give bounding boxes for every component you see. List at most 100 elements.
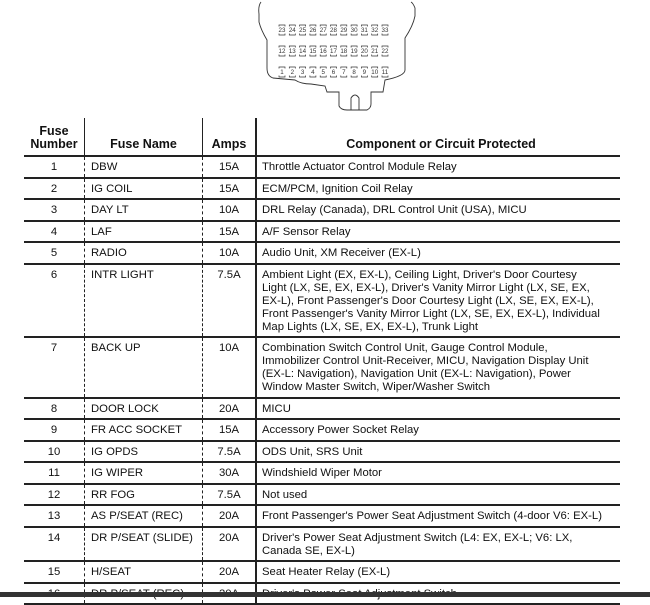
fuse-name: LAF — [84, 222, 202, 242]
component-line: A/F Sensor Relay — [262, 226, 620, 239]
fuse-component: Accessory Power Socket Relay — [255, 420, 620, 440]
fuse-slot-label: 16 — [320, 48, 327, 55]
fuse-number: 7 — [24, 338, 84, 397]
fuse-amps: 30A — [202, 463, 255, 483]
fuse-slot-label: 4 — [311, 69, 315, 76]
component-line: ECM/PCM, Ignition Coil Relay — [262, 183, 620, 196]
component-line: Ambient Light (EX, EX-L), Ceiling Light,… — [262, 269, 620, 282]
fuse-name: FR ACC SOCKET — [84, 420, 202, 440]
fuse-component: Front Passenger's Power Seat Adjustment … — [255, 506, 620, 526]
fuse-number: 8 — [24, 399, 84, 419]
fuse-component: ECM/PCM, Ignition Coil Relay — [255, 179, 620, 199]
fuse-slot-label: 27 — [320, 27, 327, 34]
fuse-slot-label: 30 — [351, 27, 358, 34]
fuse-number: 2 — [24, 179, 84, 199]
component-line: Immobilizer Control Unit-Receiver, MICU,… — [262, 355, 620, 368]
fuse-name: IG WIPER — [84, 463, 202, 483]
fuse-number: 6 — [24, 265, 84, 337]
fuse-amps: 10A — [202, 243, 255, 263]
fuse-amps: 20A — [202, 528, 255, 561]
fuse-slot-label: 8 — [352, 69, 356, 76]
fuse-slot-label: 18 — [340, 48, 347, 55]
fuse-name: RR FOG — [84, 485, 202, 505]
fuse-amps: 20A — [202, 399, 255, 419]
fuse-box-tab-slot — [351, 95, 359, 110]
fuse-number: 5 — [24, 243, 84, 263]
fuse-amps: 20A — [202, 562, 255, 582]
component-line: Combination Switch Control Unit, Gauge C… — [262, 342, 620, 355]
fuse-component: Windshield Wiper Motor — [255, 463, 620, 483]
fuse-name: IG COIL — [84, 179, 202, 199]
fuse-slot-label: 19 — [351, 48, 358, 55]
fuse-amps: 10A — [202, 338, 255, 397]
fuse-slot-label: 9 — [363, 69, 367, 76]
fuse-slot-label: 12 — [279, 48, 286, 55]
fuse-slot-label: 11 — [382, 69, 389, 76]
header-component: Component or Circuit Protected — [255, 118, 620, 155]
fuse-amps: 20A — [202, 506, 255, 526]
fuse-slot-label: 14 — [299, 48, 306, 55]
header-amps: Amps — [202, 118, 255, 155]
fuse-number: 15 — [24, 562, 84, 582]
component-line: EX-L), Front Passenger's Door Courtesy L… — [262, 295, 620, 308]
fuse-number: 1 — [24, 157, 84, 177]
fuse-name: AS P/SEAT (REC) — [84, 506, 202, 526]
component-line: Audio Unit, XM Receiver (EX-L) — [262, 247, 620, 260]
component-line: Light (LX, SE, EX, EX-L), Driver's Vanit… — [262, 282, 620, 295]
fuse-amps: 15A — [202, 179, 255, 199]
component-line: Throttle Actuator Control Module Relay — [262, 161, 620, 174]
fuse-name: IG OPDS — [84, 442, 202, 462]
fuse-name: DOOR LOCK — [84, 399, 202, 419]
fuse-amps: 15A — [202, 420, 255, 440]
fuse-name: INTR LIGHT — [84, 265, 202, 337]
component-line: Driver's Power Seat Adjustment Switch (L… — [262, 532, 620, 545]
fuse-name: DAY LT — [84, 200, 202, 220]
fuse-slot-label: 21 — [371, 48, 378, 55]
fuse-slot-label: 32 — [371, 27, 378, 34]
component-line: MICU — [262, 403, 620, 416]
fuse-component: DRL Relay (Canada), DRL Control Unit (US… — [255, 200, 620, 220]
component-line: Accessory Power Socket Relay — [262, 424, 620, 437]
fuse-amps: 7.5A — [202, 442, 255, 462]
fuse-number: 9 — [24, 420, 84, 440]
fuse-amps: 10A — [202, 200, 255, 220]
fuse-slot-label: 25 — [299, 27, 306, 34]
fuse-number: 11 — [24, 463, 84, 483]
fuse-amps: 15A — [202, 222, 255, 242]
fuse-component: MICU — [255, 399, 620, 419]
fuse-number: 4 — [24, 222, 84, 242]
fuse-component: Audio Unit, XM Receiver (EX-L) — [255, 243, 620, 263]
fuse-number: 10 — [24, 442, 84, 462]
component-line: Seat Heater Relay (EX-L) — [262, 566, 620, 579]
fuse-component: Not used — [255, 485, 620, 505]
bottom-bar — [0, 592, 650, 597]
fuse-amps: 7.5A — [202, 265, 255, 337]
component-line: Front Passenger's Power Seat Adjustment … — [262, 510, 620, 523]
fuse-component: Ambient Light (EX, EX-L), Ceiling Light,… — [255, 265, 620, 337]
header-fuse-name: Fuse Name — [84, 118, 202, 155]
fuse-component: Seat Heater Relay (EX-L) — [255, 562, 620, 582]
fuse-name: DBW — [84, 157, 202, 177]
fuse-slot-label: 20 — [361, 48, 368, 55]
fuse-slot-label: 26 — [309, 27, 316, 34]
fuse-component: A/F Sensor Relay — [255, 222, 620, 242]
fuse-component: Combination Switch Control Unit, Gauge C… — [255, 338, 620, 397]
component-line: ODS Unit, SRS Unit — [262, 446, 620, 459]
fuse-slot-label: 5 — [321, 69, 325, 76]
component-line: Front Passenger's Vanity Mirror Light (L… — [262, 308, 620, 321]
component-line: Windshield Wiper Motor — [262, 467, 620, 480]
fuse-slot-label: 10 — [371, 69, 378, 76]
fuse-table: Fuse Number Fuse Name Amps Component or … — [24, 118, 620, 605]
